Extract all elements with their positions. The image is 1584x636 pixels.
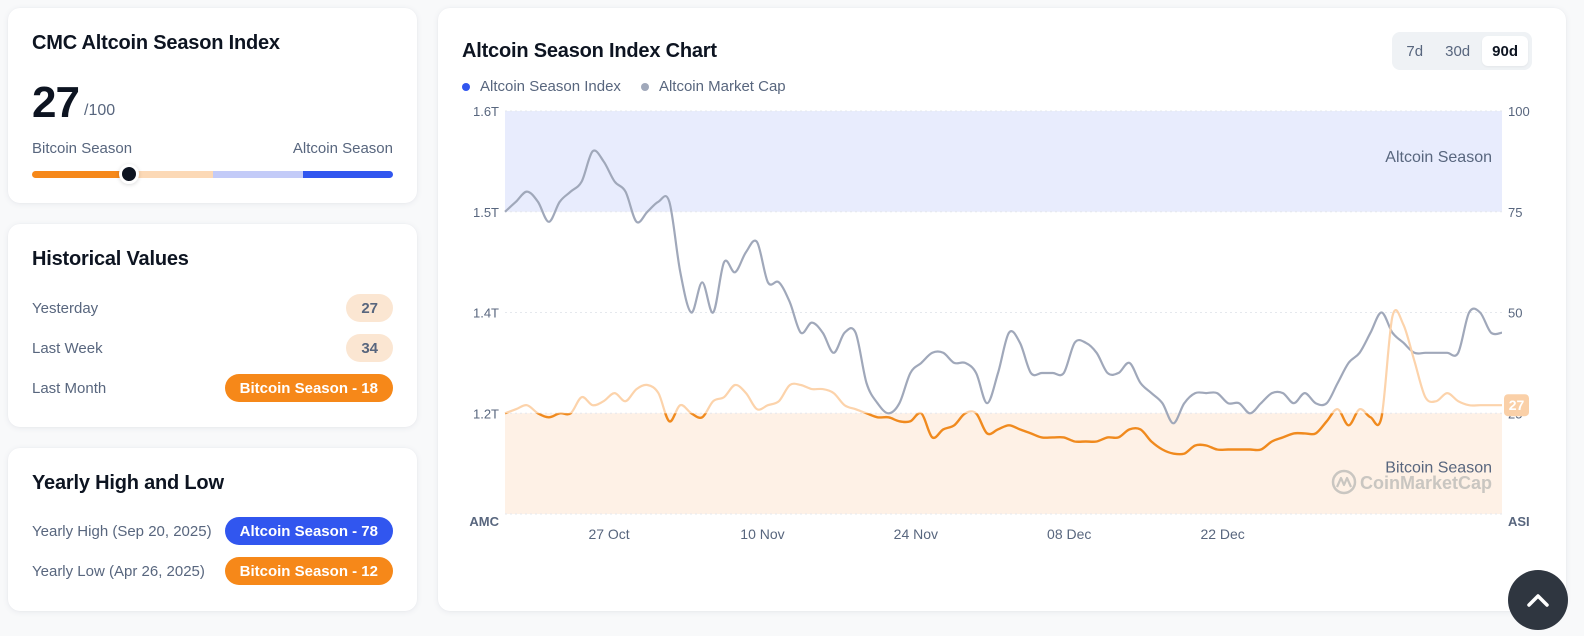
historical-row-yesterday: Yesterday 27 xyxy=(32,293,393,323)
row-label: Last Week xyxy=(32,339,103,357)
scale-segment-altcoin-lean xyxy=(212,171,303,178)
legend-dot-asi xyxy=(462,82,470,91)
range-90d-button[interactable]: 90d xyxy=(1482,36,1528,66)
scale-segment-altcoin-season xyxy=(302,171,393,178)
value-badge: 27 xyxy=(346,294,393,322)
left-axis-tick-label: 1.4T xyxy=(473,306,499,321)
current-value-badge xyxy=(1504,394,1529,417)
yearly-title: Yearly High and Low xyxy=(32,472,224,494)
historical-title: Historical Values xyxy=(32,248,189,270)
scale-segment-bitcoin-season xyxy=(32,171,123,178)
row-label: Yearly High (Sep 20, 2025) xyxy=(32,523,212,540)
value-badge: 34 xyxy=(346,334,393,362)
historical-row-last-month: Last Month Bitcoin Season - 18 xyxy=(32,373,393,403)
value-badge: Bitcoin Season - 18 xyxy=(224,374,393,402)
altcoin-season-chart: Altcoin Season Bitcoin SeasonCoinMarketCa… xyxy=(469,104,1530,542)
chart-title: Altcoin Season Index Chart xyxy=(462,40,717,62)
yearly-high-low-card: Yearly High and Low Yearly High (Sep 20,… xyxy=(8,448,417,611)
left-axis-tick-label: 1.2T xyxy=(473,406,499,421)
value-badge: Altcoin Season - 78 xyxy=(224,517,393,545)
range-toggle: 7d 30d 90d xyxy=(1392,32,1532,70)
legend-label: Altcoin Season Index xyxy=(480,78,621,95)
chevron-up-icon xyxy=(1527,594,1549,607)
value-badge: Bitcoin Season - 12 xyxy=(224,557,393,585)
left-axis-label: AMC xyxy=(469,514,499,529)
right-axis-tick-label: 50 xyxy=(1508,306,1522,321)
x-axis-tick-label: 27 Oct xyxy=(588,526,629,542)
x-axis-tick-label: 24 Nov xyxy=(894,526,938,542)
historical-values-card: Historical Values Yesterday 27 Last Week… xyxy=(8,224,417,427)
altcoin-season-zone xyxy=(505,111,1502,212)
asi-line-below-threshold xyxy=(504,413,1384,456)
bitcoin-season-zone xyxy=(505,413,1502,514)
row-label: Yesterday xyxy=(32,299,99,317)
x-axis-tick-label: 08 Dec xyxy=(1047,526,1091,542)
scale-segment-bitcoin-lean xyxy=(122,171,213,178)
legend-item-asi[interactable]: Altcoin Season Index xyxy=(462,78,621,95)
row-date: (Apr 26, 2025) xyxy=(109,562,205,580)
index-value: 27 xyxy=(32,78,80,127)
asi-line-above-threshold xyxy=(504,309,1502,414)
market-cap-line xyxy=(504,149,1503,425)
x-axis-tick-label: 22 Dec xyxy=(1200,526,1244,542)
index-max: /100 xyxy=(84,102,116,119)
scale-left-label: Bitcoin Season xyxy=(32,140,133,157)
left-axis-tick-label: 1.5T xyxy=(473,205,499,220)
scroll-to-top-button[interactable] xyxy=(1508,570,1568,630)
yearly-high-row: Yearly High (Sep 20, 2025) Altcoin Seaso… xyxy=(32,516,393,546)
bitcoin-season-zone-label: Bitcoin Season xyxy=(1385,459,1492,476)
current-value-badge-text: 27 xyxy=(1509,397,1525,413)
row-date: (Sep 20, 2025) xyxy=(112,522,212,540)
scale-right-label: Altcoin Season xyxy=(292,140,393,157)
range-30d-button[interactable]: 30d xyxy=(1445,42,1471,60)
index-scale-knob xyxy=(119,164,140,184)
coinmarketcap-logo-mark xyxy=(1335,476,1353,488)
historical-row-last-week: Last Week 34 xyxy=(32,333,393,363)
legend-dot-market-cap xyxy=(640,82,649,91)
yearly-low-row: Yearly Low (Apr 26, 2025) Bitcoin Season… xyxy=(32,556,393,586)
chart-card: Altcoin Season Bitcoin Season CoinMarketCa… xyxy=(438,8,1566,611)
right-axis-tick-label: 75 xyxy=(1508,205,1522,220)
legend-label: Altcoin Market Cap xyxy=(658,78,786,95)
row-label-text: Yearly High xyxy=(32,522,109,540)
left-axis-tick-label: 1.6T xyxy=(473,104,499,119)
x-axis-tick-label: 10 Nov xyxy=(740,526,784,542)
chart-legend: Altcoin Season Index Altcoin Market Cap xyxy=(462,78,786,95)
right-axis-tick-label: 100 xyxy=(1508,104,1530,119)
legend-item-market-cap[interactable]: Altcoin Market Cap xyxy=(640,78,786,95)
range-7d-button[interactable]: 7d xyxy=(1406,42,1424,60)
row-label: Last Month xyxy=(32,379,107,397)
altcoin-season-zone-label: Altcoin Season xyxy=(1385,149,1492,166)
index-scale-bar xyxy=(32,171,393,178)
row-label: Yearly Low (Apr 26, 2025) xyxy=(32,563,205,580)
index-title: CMC Altcoin Season Index xyxy=(32,32,280,54)
row-label-text: Yearly Low xyxy=(32,562,105,580)
coinmarketcap-logo-icon xyxy=(1331,469,1357,495)
right-axis-label: ASI xyxy=(1508,514,1530,529)
altcoin-index-card: CMC Altcoin Season Index 27 /100 Bitcoin… xyxy=(8,8,417,203)
watermark-text: CoinMarketCap xyxy=(1360,473,1492,493)
